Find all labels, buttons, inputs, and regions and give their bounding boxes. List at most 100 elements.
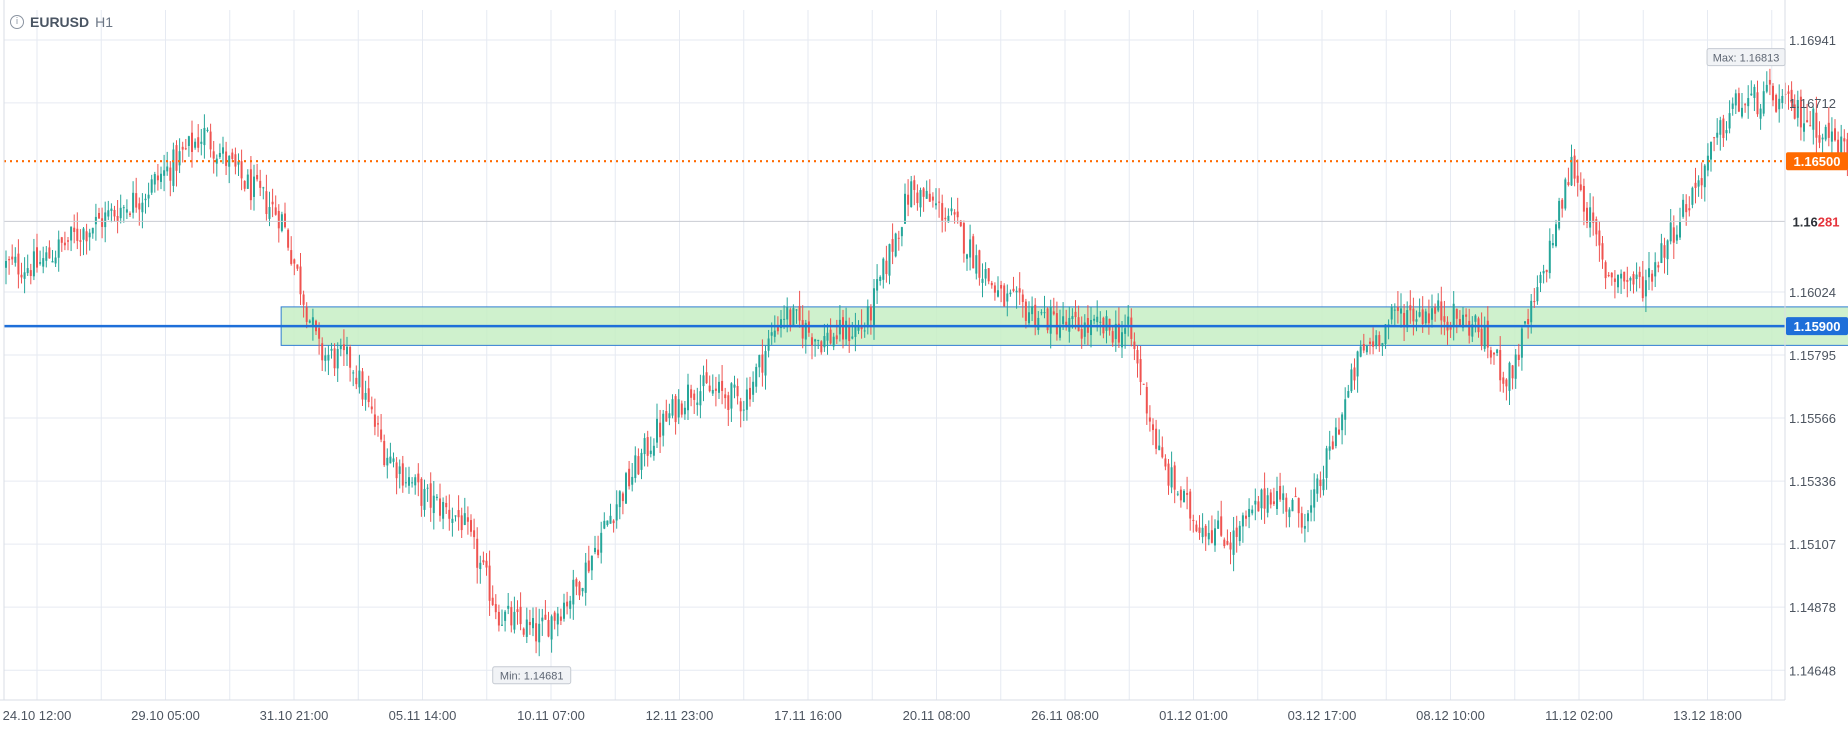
- candle-body: [73, 227, 76, 232]
- time-tick-label: 10.11 07:00: [517, 708, 585, 723]
- candle-body: [355, 377, 358, 385]
- candle-body: [1003, 285, 1006, 307]
- candle-body: [1282, 493, 1285, 500]
- candle-body: [922, 188, 925, 197]
- candle-body: [1824, 126, 1827, 140]
- candle-body: [522, 628, 525, 635]
- info-icon[interactable]: i: [10, 15, 24, 29]
- candle-body: [262, 187, 265, 189]
- candle-body: [1607, 274, 1610, 276]
- candle-body: [141, 202, 144, 213]
- candle-body: [897, 237, 900, 239]
- candle-body: [42, 258, 45, 267]
- candle-body: [1055, 313, 1058, 335]
- timeframe-label[interactable]: H1: [95, 14, 114, 30]
- candle-body: [873, 288, 875, 326]
- candle-body: [1393, 309, 1396, 311]
- candle-body: [553, 612, 556, 621]
- candle-body: [507, 605, 510, 609]
- candle-body: [879, 276, 882, 282]
- candle-body: [848, 324, 851, 342]
- candle-body: [559, 616, 562, 621]
- candle-body: [758, 355, 761, 368]
- candle-body: [1077, 317, 1080, 332]
- candle-body: [1052, 311, 1055, 315]
- candle-body: [1840, 136, 1843, 154]
- candle-body: [603, 520, 606, 529]
- symbol-label[interactable]: EURUSD: [30, 14, 90, 30]
- candle-body: [997, 290, 999, 297]
- candle-body: [1480, 328, 1483, 346]
- candle-body: [494, 604, 497, 613]
- candle-body: [826, 332, 829, 341]
- candle-body: [1189, 491, 1192, 519]
- candle-body: [346, 346, 348, 355]
- candle-body: [209, 131, 212, 150]
- price-tick-label: 1.15566: [1789, 411, 1836, 426]
- candle-body: [172, 149, 175, 186]
- candle-body: [1595, 219, 1598, 235]
- candle-body: [1276, 491, 1278, 510]
- candle-body: [1316, 478, 1319, 494]
- candle-body: [380, 429, 383, 440]
- candle-body: [287, 229, 290, 248]
- candle-body: [1586, 207, 1588, 223]
- candle-body: [1558, 200, 1561, 229]
- candle-body: [1024, 301, 1027, 321]
- price-tick-label: 1.16712: [1789, 96, 1836, 111]
- candle-body: [448, 509, 451, 519]
- candle-body: [749, 387, 751, 400]
- candle-body: [1530, 300, 1533, 323]
- candle-body: [1520, 328, 1523, 358]
- candle-body: [1136, 350, 1139, 364]
- candle-body: [79, 240, 82, 242]
- level-lines-layer: [4, 160, 1785, 328]
- candle-body: [420, 478, 423, 506]
- candle-body: [336, 349, 339, 369]
- candle-body: [1737, 93, 1740, 112]
- candle-body: [1542, 270, 1545, 274]
- candle-body: [966, 254, 968, 259]
- candle-body: [1235, 527, 1238, 537]
- candle-body: [1000, 284, 1003, 289]
- candle-body: [978, 250, 981, 278]
- candle-body: [1663, 245, 1666, 258]
- candle-body: [1511, 365, 1514, 379]
- candle-body: [690, 389, 693, 398]
- candle-body: [1365, 345, 1368, 353]
- candle-body: [256, 174, 259, 180]
- candle-body: [959, 220, 962, 227]
- candle-body: [88, 232, 91, 238]
- candle-body: [1753, 86, 1756, 98]
- candle-body: [665, 411, 668, 422]
- candle-body: [714, 388, 717, 391]
- candle-body: [85, 231, 88, 242]
- candle-body: [1502, 377, 1505, 384]
- candle-body: [1759, 108, 1762, 119]
- candle-body: [358, 370, 361, 388]
- candle-body: [587, 560, 590, 572]
- candle-body: [1815, 112, 1818, 138]
- candle-body: [150, 179, 153, 193]
- candle-body: [1834, 128, 1836, 141]
- candle-body: [1341, 414, 1344, 431]
- candle-body: [1756, 92, 1759, 115]
- candle-body: [228, 155, 231, 167]
- candle-body: [755, 366, 758, 387]
- candle-body: [147, 194, 150, 199]
- candle-body: [1843, 138, 1846, 142]
- candle-body: [91, 227, 94, 234]
- candle-body: [1685, 204, 1688, 213]
- candle-body: [1384, 324, 1387, 344]
- candle-body: [268, 207, 271, 219]
- candle-body: [1012, 288, 1015, 291]
- candle-body: [1294, 496, 1297, 498]
- candle-body: [132, 192, 135, 213]
- candle-body: [225, 151, 228, 166]
- candle-body: [727, 395, 730, 410]
- candle-body: [395, 462, 398, 479]
- candle-body: [333, 348, 336, 369]
- candle-body: [866, 306, 869, 328]
